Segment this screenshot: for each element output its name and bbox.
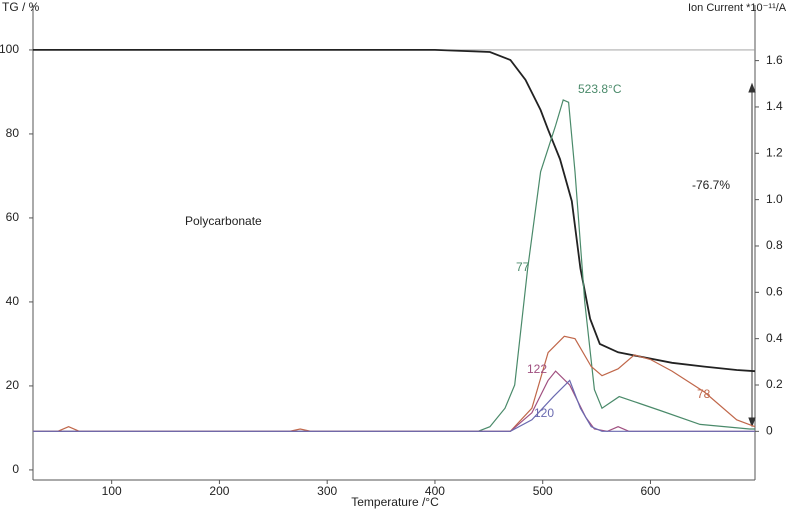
y2-tick-label: 1.4 — [766, 99, 783, 113]
y-tick-label: 20 — [6, 378, 20, 392]
series-line — [33, 49, 756, 373]
series-line — [33, 370, 755, 432]
x-tick-label: 500 — [533, 484, 553, 498]
x-tick-label: 400 — [425, 484, 445, 498]
annotation: -76.7% — [692, 178, 730, 192]
y2-tick-label: 1.2 — [766, 145, 783, 159]
y2-tick-label: 0.4 — [766, 331, 783, 345]
x-tick-label: 100 — [102, 484, 122, 498]
x-tick-label: 300 — [317, 484, 337, 498]
x-tick-label: 200 — [209, 484, 229, 498]
y-tick-label: 60 — [6, 210, 20, 224]
series-line — [33, 335, 756, 432]
series-label: 122 — [527, 362, 547, 376]
y2-tick-label: 0.6 — [766, 284, 783, 298]
annotation: 523.8°C — [578, 82, 622, 96]
y-tick-label: 40 — [6, 294, 20, 308]
x-tick-label: 600 — [640, 484, 660, 498]
y-tick-label: 80 — [6, 126, 20, 140]
y-tick-label: 100 — [0, 42, 19, 56]
y2-axis-title: Ion Current *10⁻¹¹/A — [688, 2, 787, 14]
y2-tick-label: 1.6 — [766, 53, 783, 67]
mass-loss-arrow — [748, 82, 756, 428]
series-line — [33, 379, 755, 432]
y2-tick-label: 1.0 — [766, 192, 783, 206]
y2-tick-label: 0.2 — [766, 377, 783, 391]
annotation: Polycarbonate — [185, 214, 262, 228]
y2-tick-label: 0.8 — [766, 238, 783, 252]
y-tick-label: 0 — [12, 462, 19, 476]
series-label: 77 — [516, 260, 530, 274]
y-axis-title: TG / % — [2, 0, 40, 14]
x-axis-title: Temperature /°C — [351, 495, 439, 509]
series-line — [33, 99, 755, 432]
series-label: 78 — [697, 387, 711, 401]
y2-tick-label: 0 — [766, 424, 773, 438]
series-label: 120 — [534, 406, 554, 420]
